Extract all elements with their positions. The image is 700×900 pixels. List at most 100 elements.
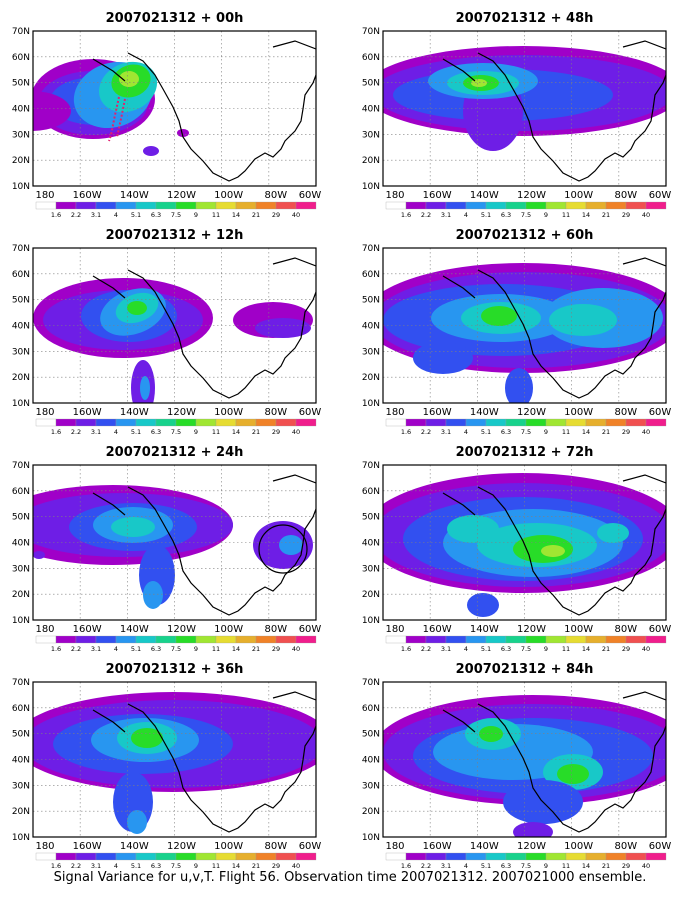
colorbar-label: 21	[252, 862, 260, 870]
panel-title: 2007021312 + 00h	[106, 11, 244, 26]
colorbar-swatch	[255, 635, 277, 644]
colorbar-swatch	[215, 201, 237, 210]
lat-label: 30N	[12, 564, 30, 574]
lat-label: 10N	[12, 399, 30, 409]
lon-label: 60W	[299, 841, 322, 852]
colorbar-label: 7.5	[521, 211, 531, 219]
coastline	[477, 703, 666, 833]
colorbar-label: 2.2	[71, 862, 81, 870]
colorbar-label: 3.1	[441, 645, 451, 653]
lon-label: 60W	[299, 407, 322, 418]
lat-label: 60N	[362, 53, 380, 63]
map-frame	[382, 681, 667, 838]
colorbar-label: 11	[562, 862, 570, 870]
coastline	[477, 52, 666, 182]
colorbar-swatch	[75, 635, 97, 644]
colorbar-label: 6.3	[151, 211, 161, 219]
colorbar-swatch	[565, 852, 587, 861]
colorbar-swatch	[625, 418, 647, 427]
colorbar-label: 9	[194, 862, 198, 870]
lon-label: 160W	[423, 624, 452, 635]
lon-label: 140W	[120, 190, 149, 201]
colorbar-label: 4	[114, 428, 118, 436]
lon-label: 60W	[649, 624, 672, 635]
colorbar-label: 29	[622, 211, 630, 219]
colorbar-label: 9	[194, 428, 198, 436]
lon-label: 80W	[265, 624, 288, 635]
colorbar-swatch	[255, 201, 277, 210]
colorbar-swatch	[405, 201, 427, 210]
colorbar-label: 21	[602, 211, 610, 219]
lon-label: 160W	[73, 407, 102, 418]
map-frame	[382, 30, 667, 187]
colorbar-label: 3.1	[91, 211, 101, 219]
colorbar-label: 40	[292, 211, 300, 219]
lon-label: 120W	[517, 624, 546, 635]
colorbar-swatch	[485, 418, 507, 427]
colorbar-label: 9	[544, 211, 548, 219]
lat-label: 20N	[12, 156, 30, 166]
colorbar-swatch	[95, 635, 117, 644]
colorbar-label: 7.5	[171, 645, 181, 653]
colorbar-swatch	[215, 418, 237, 427]
lat-label: 60N	[12, 270, 30, 280]
colorbar-swatch	[215, 852, 237, 861]
lon-label: 80W	[265, 407, 288, 418]
colorbar-swatch	[605, 852, 627, 861]
colorbar-label: 4	[464, 211, 468, 219]
colorbar-swatch	[425, 201, 447, 210]
map-panel: 2007021312 + 00h 70N 60N 50N 40N 30N 20N 10N 180…	[12, 11, 322, 219]
colorbar-swatch	[525, 201, 547, 210]
lat-label: 40N	[362, 322, 380, 332]
colorbar-label: 14	[232, 428, 240, 436]
colorbar-swatch	[525, 635, 547, 644]
colorbar-swatch	[115, 852, 137, 861]
lat-label: 50N	[12, 513, 30, 523]
colorbar-swatch	[75, 201, 97, 210]
lon-label: 180	[35, 841, 54, 852]
colorbar-label: 3.1	[91, 645, 101, 653]
colorbar-swatch	[565, 635, 587, 644]
lat-label: 10N	[362, 182, 380, 192]
lon-label: 180	[385, 841, 404, 852]
colorbar-swatch	[275, 418, 297, 427]
colorbar-label: 11	[562, 428, 570, 436]
colorbar-label: 21	[252, 211, 260, 219]
colorbar-swatch	[465, 852, 487, 861]
colorbar-swatch	[425, 418, 447, 427]
lat-label: 60N	[362, 270, 380, 280]
lon-label: 80W	[265, 190, 288, 201]
lon-label: 60W	[299, 624, 322, 635]
colorbar-label: 6.3	[501, 211, 511, 219]
lon-label: 120W	[167, 624, 196, 635]
panel-title: 2007021312 + 24h	[106, 445, 244, 460]
colorbar-label: 5.1	[481, 862, 491, 870]
colorbar-swatch	[175, 635, 197, 644]
colorbar-swatch	[115, 418, 137, 427]
colorbar-swatch	[385, 852, 407, 861]
colorbar-label: 29	[622, 428, 630, 436]
lon-label: 140W	[120, 841, 149, 852]
colorbar-swatch	[585, 852, 607, 861]
colorbar-label: 14	[582, 645, 590, 653]
lon-label: 100W	[214, 407, 243, 418]
colorbar-swatch	[155, 635, 177, 644]
lon-label: 100W	[564, 624, 593, 635]
lon-label: 60W	[649, 407, 672, 418]
colorbar-label: 11	[212, 428, 220, 436]
colorbar-swatch	[405, 852, 427, 861]
colorbar-swatch	[135, 201, 157, 210]
lat-label: 30N	[12, 347, 30, 357]
colorbar-swatch	[195, 852, 217, 861]
colorbar-label: 2.2	[421, 211, 431, 219]
colorbar-label: 6.3	[501, 862, 511, 870]
map-panel: 2007021312 + 60h 70N 60N 50N 40N 30N 20N 10N 180…	[362, 228, 672, 436]
colorbar-label: 2.2	[421, 428, 431, 436]
lat-label: 70N	[362, 27, 380, 37]
lon-label: 60W	[649, 841, 672, 852]
lat-label: 10N	[362, 833, 380, 843]
colorbar-swatch	[55, 852, 77, 861]
colorbar-swatch	[565, 201, 587, 210]
coastline	[477, 486, 666, 616]
colorbar-label: 6.3	[501, 428, 511, 436]
